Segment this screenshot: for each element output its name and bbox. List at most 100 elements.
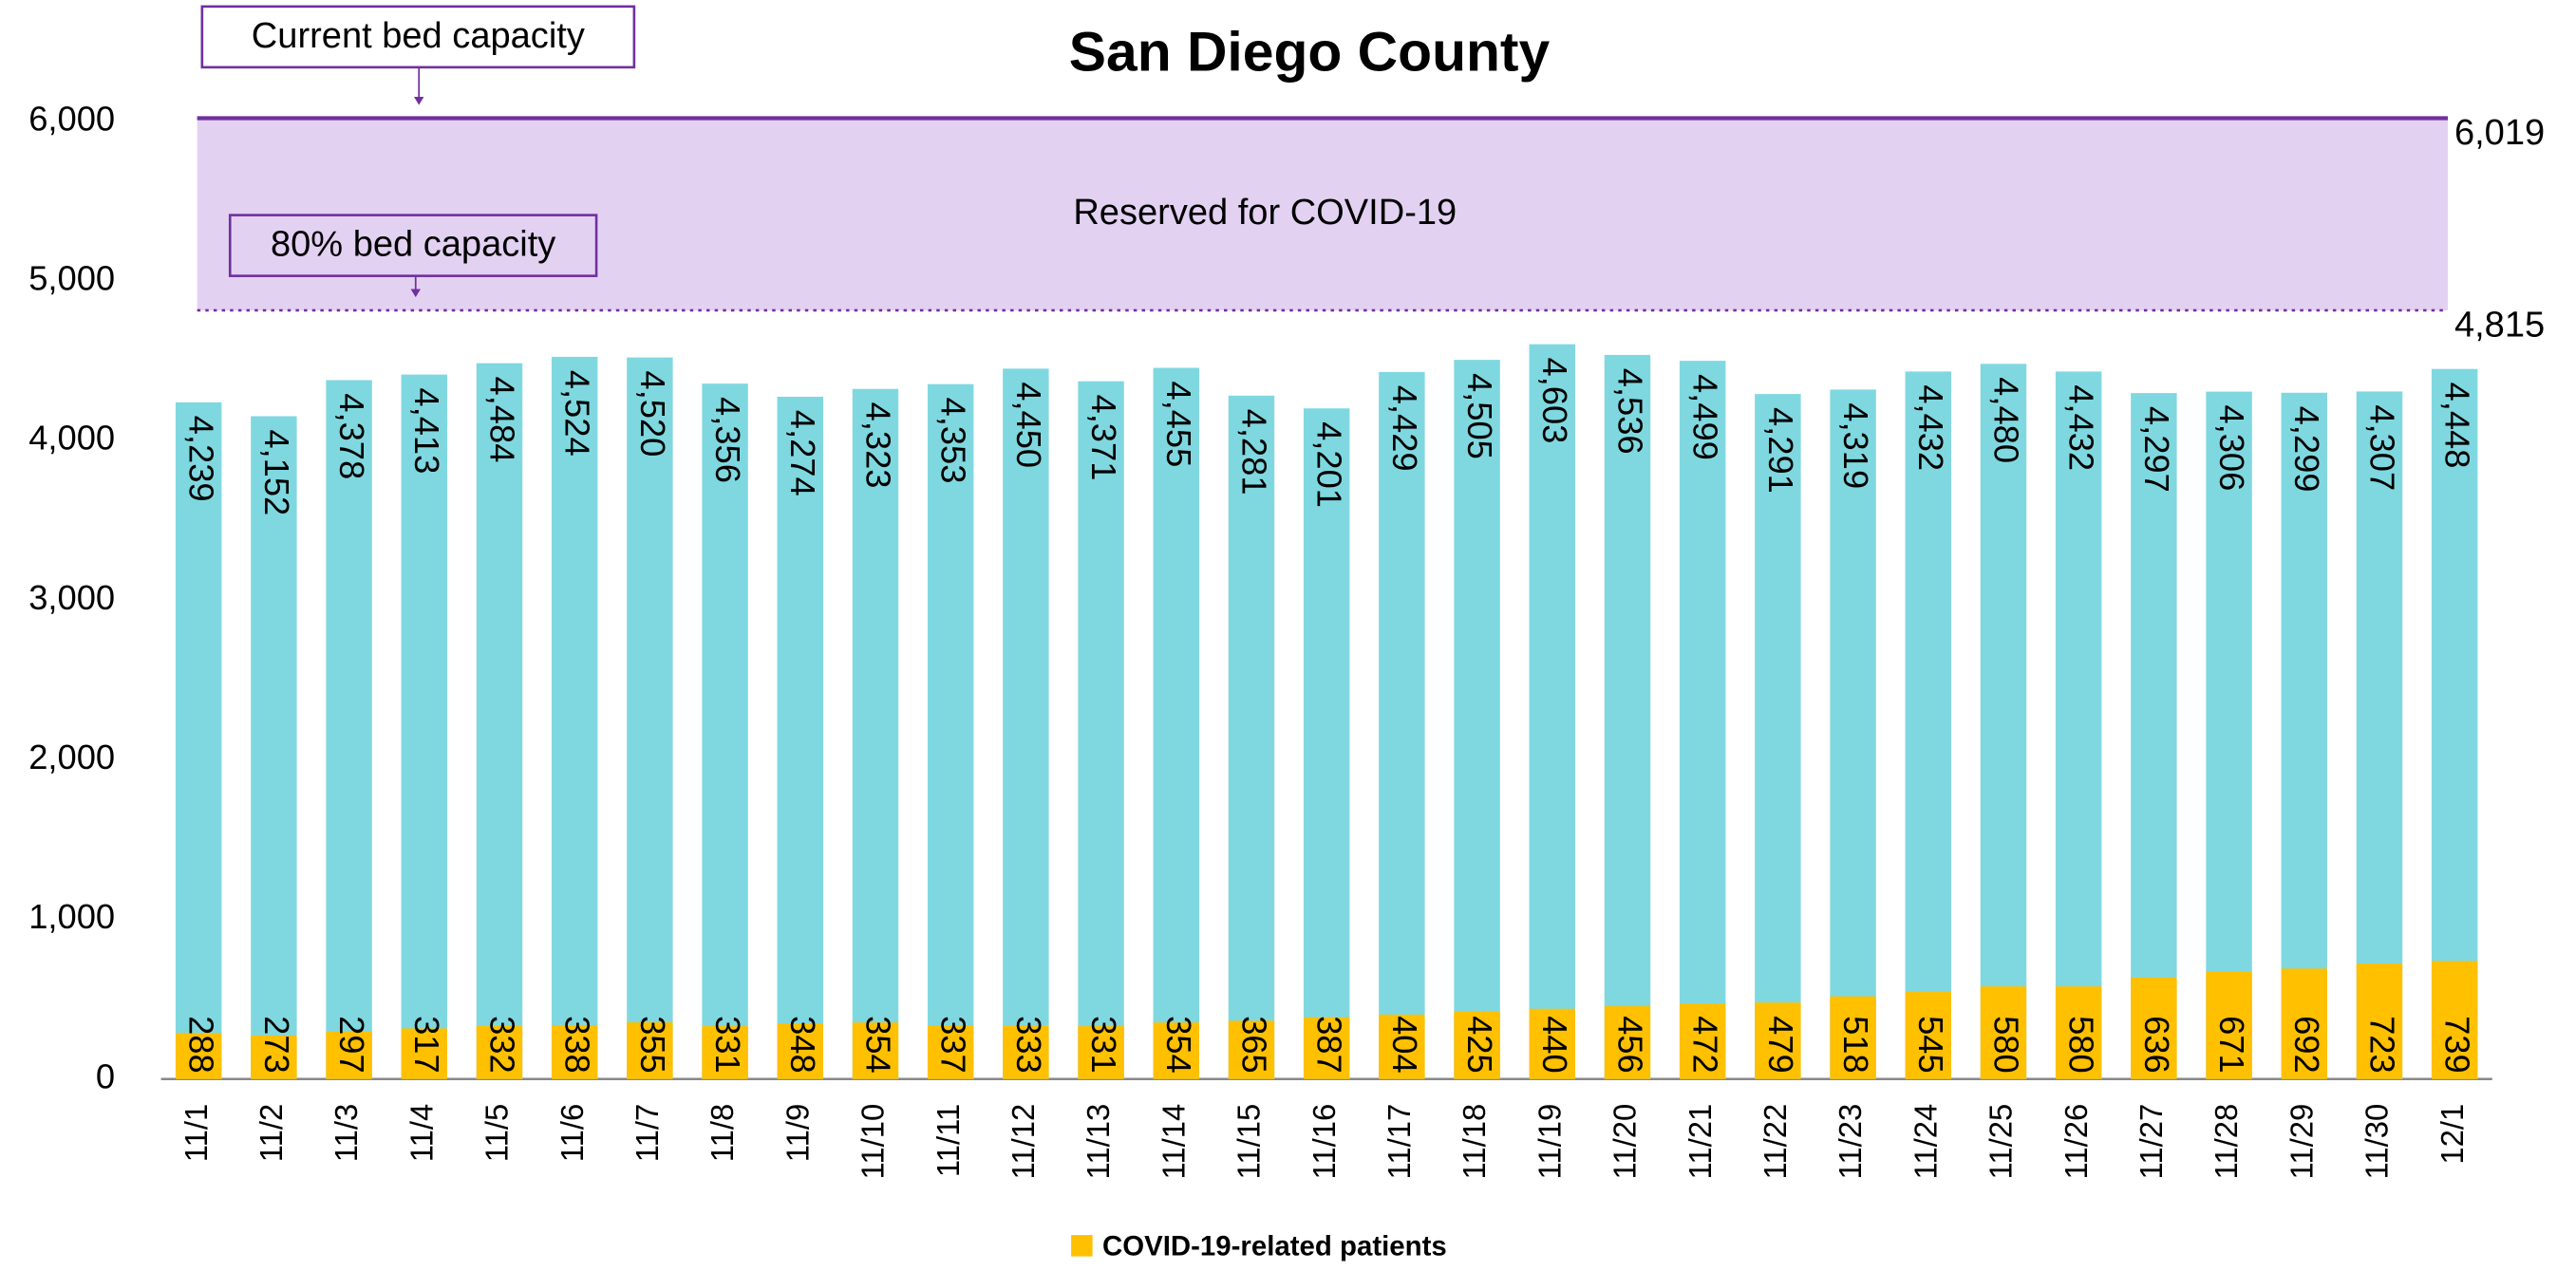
bar	[1228, 1020, 1275, 1079]
y-tick-label: 3,000	[28, 578, 115, 617]
value-label: 4,429	[1385, 385, 1424, 472]
bar	[551, 1024, 598, 1079]
arrow-head	[410, 289, 421, 298]
value-label: 580	[2062, 1016, 2101, 1074]
value-label: 4,448	[2438, 383, 2477, 469]
bar	[251, 416, 297, 1079]
x-tick-label: 11/3	[329, 1104, 364, 1163]
value-label: 739	[2438, 1016, 2477, 1074]
value-label: 333	[1009, 1016, 1048, 1074]
legend-label: COVID-19-related patients	[1102, 1231, 1447, 1262]
value-label: 4,201	[1310, 421, 1349, 508]
x-tick-label: 11/29	[2284, 1104, 2319, 1180]
value-label: 273	[257, 1016, 296, 1074]
x-tick-label: 11/15	[1232, 1104, 1267, 1180]
value-label: 297	[332, 1016, 371, 1074]
bar	[1679, 361, 1726, 1079]
x-tick-label: 11/10	[856, 1104, 891, 1180]
x-tick-label: 11/20	[1608, 1104, 1643, 1180]
bar	[1228, 395, 1275, 1079]
value-label: 4,239	[182, 416, 221, 502]
value-label: 355	[633, 1016, 672, 1074]
value-label: 425	[1460, 1016, 1499, 1074]
bar	[1830, 996, 1876, 1079]
x-tick-label: 11/13	[1081, 1104, 1116, 1180]
x-tick-label: 11/4	[404, 1104, 439, 1163]
value-label: 4,297	[2137, 406, 2176, 493]
x-tick-label: 11/12	[1006, 1104, 1041, 1180]
bar	[1905, 371, 1951, 1079]
bar	[702, 1026, 748, 1079]
bar	[326, 380, 372, 1079]
x-tick-label: 11/14	[1156, 1104, 1191, 1180]
value-label: 4,524	[558, 370, 597, 457]
value-label: 4,520	[633, 370, 672, 457]
bar	[476, 363, 523, 1079]
x-tick-label: 11/7	[630, 1104, 665, 1163]
value-label: 387	[1310, 1016, 1349, 1074]
value-label: 580	[1986, 1016, 2025, 1074]
value-label: 4,307	[2362, 404, 2401, 491]
x-tick-label: 11/27	[2134, 1104, 2169, 1180]
bar	[2431, 368, 2478, 1079]
value-label: 288	[182, 1016, 221, 1074]
value-label: 636	[2137, 1016, 2176, 1074]
bar	[627, 357, 673, 1079]
x-tick-label: 11/16	[1307, 1104, 1342, 1180]
bar	[627, 1022, 673, 1079]
value-label: 4,450	[1009, 382, 1048, 468]
bar	[1604, 1006, 1651, 1079]
value-label: 692	[2287, 1016, 2326, 1074]
value-label: 4,356	[708, 397, 747, 483]
value-label: 348	[783, 1016, 822, 1074]
value-label: 4,274	[783, 410, 822, 496]
bar	[1755, 394, 1801, 1079]
value-label: 671	[2212, 1016, 2251, 1074]
x-tick-label: 11/11	[931, 1104, 966, 1177]
x-tick-label: 11/26	[2059, 1104, 2094, 1180]
value-label: 4,306	[2212, 404, 2251, 491]
value-label: 4,319	[1836, 402, 1875, 489]
value-label: 338	[558, 1016, 597, 1074]
value-label: 4,484	[482, 376, 521, 462]
bar	[1755, 1002, 1801, 1079]
value-label: 404	[1385, 1016, 1424, 1074]
x-tick-label: 11/17	[1382, 1104, 1417, 1180]
bar	[1303, 1017, 1350, 1079]
value-label: 4,299	[2287, 406, 2326, 493]
y-tick-label: 2,000	[28, 738, 115, 776]
value-label: 479	[1761, 1016, 1800, 1074]
x-tick-label: 11/8	[705, 1104, 740, 1163]
bar	[401, 1028, 447, 1079]
value-label: 4,603	[1535, 357, 1574, 443]
annotation-box	[200, 5, 636, 69]
x-tick-label: 11/28	[2209, 1104, 2244, 1180]
chart-title: San Diego County	[1069, 21, 1551, 83]
x-tick-label: 11/21	[1683, 1104, 1718, 1180]
bar	[1679, 1003, 1726, 1079]
x-tick-label: 12/1	[2435, 1104, 2470, 1165]
bar	[1529, 1008, 1575, 1079]
bar	[927, 383, 974, 1079]
band-label: Reserved for COVID-19	[1073, 193, 1457, 233]
value-label: 4,480	[1986, 377, 2025, 463]
value-label: 4,152	[257, 429, 296, 515]
y-tick-label: 0	[96, 1056, 115, 1095]
legend-swatch	[1071, 1235, 1093, 1257]
value-label: 354	[1159, 1016, 1198, 1074]
value-label: 723	[2362, 1016, 2401, 1074]
value-label: 4,281	[1234, 409, 1273, 495]
bar	[777, 396, 823, 1079]
value-label: 337	[934, 1016, 973, 1074]
bar	[1529, 344, 1575, 1079]
x-tick-label: 11/5	[479, 1104, 515, 1163]
y-tick-label: 6,000	[28, 99, 115, 138]
bar	[1980, 986, 2027, 1079]
bar	[1379, 1014, 1425, 1079]
y-tick-label: 1,000	[28, 897, 115, 936]
value-label: 4,499	[1686, 374, 1725, 460]
bar	[401, 374, 447, 1079]
x-tick-label: 11/19	[1532, 1104, 1567, 1180]
bar	[2431, 961, 2478, 1079]
